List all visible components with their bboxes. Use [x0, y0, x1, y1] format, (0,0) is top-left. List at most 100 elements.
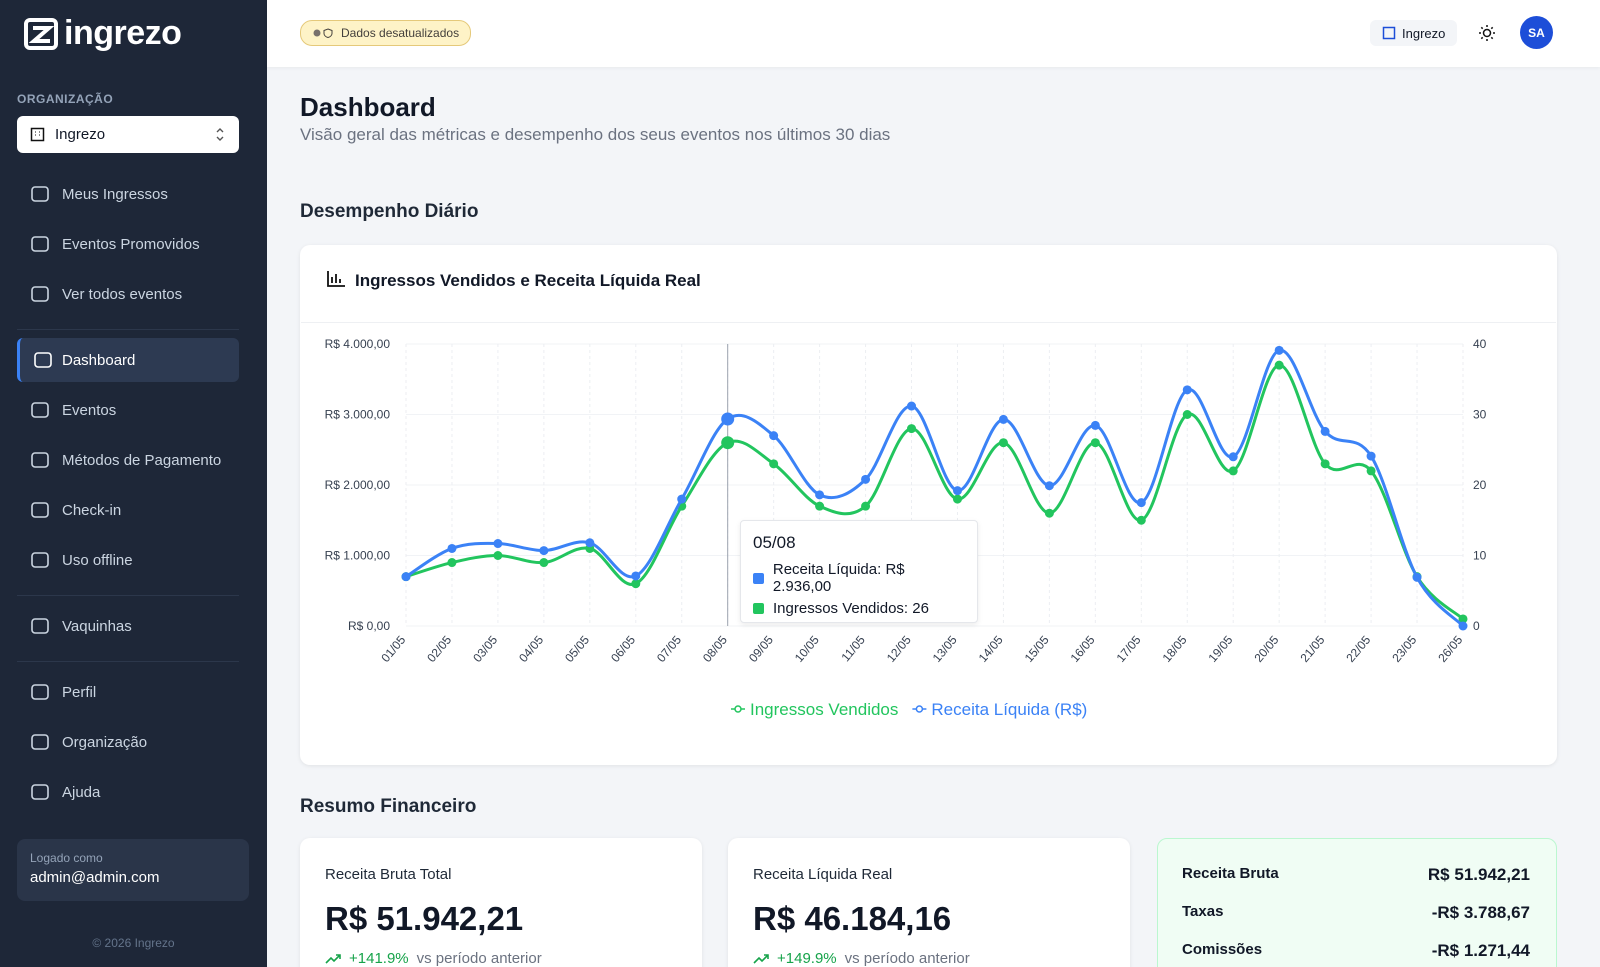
x-tick-label: 23/05 — [1389, 633, 1419, 665]
nav-item[interactable]: Vaquinhas — [17, 604, 239, 648]
x-tick-label: 02/05 — [424, 633, 454, 665]
nav-label: Perfil — [62, 683, 97, 701]
chart-card-title: Ingressos Vendidos e Receita Líquida Rea… — [355, 271, 701, 290]
x-tick-label: 18/05 — [1160, 633, 1190, 665]
nav-icon-shape — [31, 618, 49, 634]
series-point — [1228, 466, 1238, 476]
series-point — [493, 539, 503, 549]
breakdown-card: Receita Bruta R$ 51.942,21 Taxas -R$ 3.788,… — [1157, 838, 1557, 967]
breakdown-value: -R$ 3.788,67 — [1431, 903, 1530, 922]
series-line — [405, 348, 1465, 628]
x-tick-label: 16/05 — [1068, 633, 1098, 665]
x-tick-label: 06/05 — [608, 633, 638, 665]
series-point — [493, 551, 503, 560]
nav-item[interactable]: Dashboard — [17, 338, 239, 382]
tooltip: 05/08 Receita Líquida: R$ 2.936,00 Ingre… — [740, 520, 978, 623]
nav-label: Eventos Promovidos — [62, 235, 200, 253]
logo-text: ingrezo — [64, 14, 182, 52]
change-value: +141.9% — [349, 950, 409, 967]
series-point — [1274, 345, 1284, 355]
series-point — [998, 438, 1008, 448]
nav-item[interactable]: Eventos Promovidos — [17, 222, 239, 266]
trend-icon-shape — [325, 953, 341, 964]
change-note: vs período anterior — [416, 950, 542, 967]
series-point — [1366, 451, 1376, 461]
nav-label: Meus Ingressos — [62, 185, 168, 203]
series-point — [907, 424, 917, 434]
nav-icon — [31, 684, 49, 700]
x-tick-label: 01/05 — [378, 633, 408, 665]
nav-item[interactable]: Meus Ingressos — [17, 172, 239, 216]
x-tick-label: 21/05 — [1297, 633, 1327, 665]
breakdown-row: Receita Bruta R$ 51.942,21 — [1182, 865, 1530, 885]
trend-icon — [325, 953, 341, 964]
nav-icon-shape — [31, 684, 49, 700]
avatar[interactable]: SA — [1520, 16, 1553, 49]
breakdown-row: Comissões -R$ 1.271,44 — [1182, 941, 1530, 961]
nav-icon — [31, 618, 49, 634]
series-point — [998, 414, 1008, 424]
series-point — [1320, 426, 1330, 436]
summary-title: Resumo Financeiro — [300, 796, 477, 817]
summary-label: Receita Líquida Real — [753, 866, 893, 883]
change-note: vs período anterior — [844, 950, 970, 967]
tooltip-swatch — [753, 572, 764, 584]
y-tick-label: R$ 0,00 — [348, 619, 390, 633]
nav-label: Ajuda — [62, 783, 101, 801]
nav-item[interactable]: Eventos — [17, 388, 239, 432]
series-point — [861, 474, 871, 484]
summary-card: Receita Bruta Total R$ 51.942,21 +141.9% vs… — [300, 838, 702, 967]
theme-toggle[interactable] — [1478, 24, 1496, 42]
y-tick-label: R$ 2.000,00 — [325, 478, 391, 492]
x-tick-label: 09/05 — [746, 633, 776, 665]
series-point — [1458, 621, 1468, 631]
badge-text: Dados desatualizados — [341, 26, 460, 40]
series-point — [815, 490, 825, 500]
tooltip-line: Receita Líquida: R$ 2.936,00 — [772, 561, 905, 595]
org-name: Ingrezo — [55, 126, 106, 143]
series-point — [769, 431, 779, 441]
nav-icon — [31, 236, 49, 252]
nav-label: Vaquinhas — [62, 617, 132, 635]
series-point — [1090, 438, 1100, 448]
nav-item[interactable]: Ajuda — [17, 770, 239, 814]
nav-separator — [17, 661, 239, 662]
breakdown-label: Receita Bruta — [1182, 865, 1279, 882]
nav-item[interactable]: Ver todos eventos — [17, 272, 239, 316]
x-tick-label: 07/05 — [654, 633, 684, 665]
org-button-icon — [1382, 26, 1396, 40]
logo[interactable]: ingrezo — [24, 14, 182, 53]
nav-icon-shape — [31, 286, 49, 302]
legend: Ingressos Vendidos Receita Líquida (R$) — [731, 700, 1087, 719]
series-point — [447, 543, 457, 553]
x-tick-label: 03/05 — [470, 633, 500, 665]
chart: R$ 0,00 R$ 1.000,00 R$ 2.000,00 R$ 3.000,00… — [301, 322, 1556, 719]
series-point — [631, 579, 641, 589]
nav-item[interactable]: Organização — [17, 720, 239, 764]
org-button[interactable]: Ingrezo — [1370, 20, 1458, 46]
nav-item[interactable]: Uso offline — [17, 538, 239, 582]
x-tick-label: 14/05 — [976, 633, 1006, 665]
series-point — [447, 558, 457, 568]
trend-icon-shape — [753, 953, 769, 964]
series-point — [677, 494, 687, 504]
nav-icon — [31, 286, 49, 302]
y-tick-label: R$ 1.000,00 — [325, 549, 391, 563]
nav-item[interactable]: Métodos de Pagamento — [17, 438, 239, 482]
nav-icon — [31, 552, 49, 568]
org-label: ORGANIZAÇÃO — [17, 92, 114, 106]
series-point — [1274, 360, 1284, 370]
nav-item[interactable]: Perfil — [17, 670, 239, 714]
org-select[interactable]: Ingrezo — [17, 116, 239, 153]
nav-label: Ver todos eventos — [62, 285, 183, 303]
x-tick-label: 08/05 — [700, 633, 730, 665]
x-tick-label: 26/05 — [1435, 633, 1465, 665]
logo-icon — [24, 17, 58, 50]
page-subtitle: Visão geral das métricas e desempenho do… — [300, 125, 891, 144]
nav-label: Check-in — [62, 501, 122, 519]
stale-badge: Dados desatualizados — [300, 20, 472, 46]
nav-icon-shape — [31, 502, 49, 518]
nav-item[interactable]: Check-in — [17, 488, 239, 532]
x-tick-label: 22/05 — [1343, 633, 1373, 665]
nav-icon — [31, 502, 49, 518]
